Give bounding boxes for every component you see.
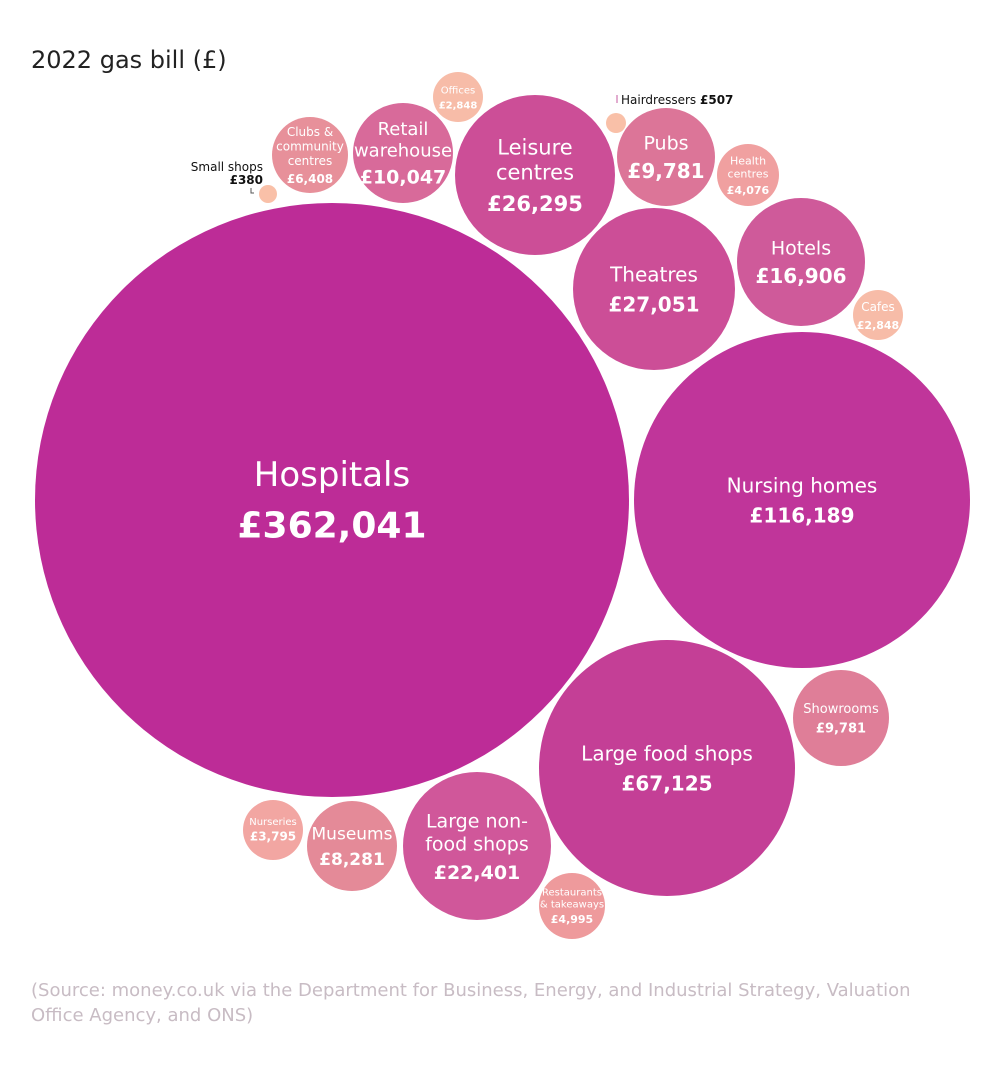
bubble-label: Museums bbox=[312, 825, 393, 845]
bubble-hospitals[interactable]: Hospitals £362,041 bbox=[35, 203, 629, 797]
bubble-label: centres bbox=[288, 154, 333, 168]
bubble-label: Theatres bbox=[609, 263, 698, 287]
bubble-value: £9,781 bbox=[816, 722, 866, 737]
bubble-circle[interactable] bbox=[433, 72, 483, 122]
bubble-circle[interactable] bbox=[243, 800, 303, 860]
bubble-label: Clubs & bbox=[287, 125, 333, 139]
bubble-circle[interactable] bbox=[307, 801, 397, 891]
bubble-nurseries[interactable]: Nurseries £3,795 bbox=[243, 800, 303, 860]
bubble-hotels[interactable]: Hotels £16,906 bbox=[737, 198, 865, 326]
bubble-value: £2,848 bbox=[439, 100, 478, 111]
bubble-label: Small shops bbox=[191, 160, 263, 174]
bubble-label: & takeaways bbox=[540, 900, 604, 911]
bubble-circle[interactable] bbox=[403, 772, 551, 920]
bubble-value: £22,401 bbox=[434, 862, 521, 884]
bubble-label: Retail bbox=[378, 119, 429, 140]
bubble-circle[interactable] bbox=[353, 103, 453, 203]
bubble-label: centres bbox=[728, 167, 769, 180]
bubble-circle[interactable] bbox=[573, 208, 735, 370]
bubble-label: Restaurants bbox=[542, 888, 602, 899]
bubble-hairdressers[interactable]: Hairdressers £507 bbox=[606, 93, 733, 133]
bubble-label: community bbox=[276, 140, 344, 154]
bubble-value: £8,281 bbox=[319, 850, 385, 870]
bubble-circle[interactable] bbox=[737, 198, 865, 326]
bubble-value: £6,408 bbox=[287, 172, 333, 186]
bubble-value: £3,795 bbox=[250, 830, 296, 844]
bubble-offices[interactable]: Offices £2,848 bbox=[433, 72, 483, 122]
bubble-label: Large food shops bbox=[581, 742, 753, 766]
bubble-label: Nurseries bbox=[249, 817, 297, 828]
bubble-label: Nursing homes bbox=[727, 474, 878, 498]
bubble-label: Hotels bbox=[771, 237, 831, 259]
bubble-label: Health bbox=[730, 154, 766, 167]
bubble-circle[interactable] bbox=[853, 290, 903, 340]
bubble-circle[interactable] bbox=[793, 670, 889, 766]
chart-title: 2022 gas bill (£) bbox=[31, 46, 227, 74]
leader-line bbox=[250, 188, 254, 194]
bubble-circle[interactable] bbox=[539, 873, 605, 939]
bubble-pubs[interactable]: Pubs £9,781 bbox=[617, 108, 715, 206]
bubble-label: food shops bbox=[425, 833, 529, 855]
bubble-circle[interactable] bbox=[259, 185, 277, 203]
bubble-value: £27,051 bbox=[608, 293, 699, 317]
bubble-value: £26,295 bbox=[487, 192, 583, 216]
bubble-value: £2,848 bbox=[857, 319, 899, 332]
bubble-value: £362,041 bbox=[237, 506, 426, 547]
bubble-value: £4,995 bbox=[551, 913, 593, 926]
bubble-label: centres bbox=[496, 161, 574, 185]
bubble-showrooms[interactable]: Showrooms £9,781 bbox=[793, 670, 889, 766]
bubble-value: £507 bbox=[700, 93, 733, 107]
bubble-value: £380 bbox=[230, 173, 263, 187]
bubble-large-non-food-shops[interactable]: Large non-food shops £22,401 bbox=[403, 772, 551, 920]
bubble-label: Leisure bbox=[497, 136, 572, 160]
bubble-cafes[interactable]: Cafes £2,848 bbox=[853, 290, 903, 340]
bubble-value: £10,047 bbox=[360, 167, 447, 189]
bubble-circle[interactable] bbox=[272, 117, 348, 193]
bubble-theatres[interactable]: Theatres £27,051 bbox=[573, 208, 735, 370]
bubble-nursing-homes[interactable]: Nursing homes £116,189 bbox=[634, 332, 970, 668]
bubble-label: Hospitals bbox=[254, 455, 410, 495]
bubble-restaurants-takeaways[interactable]: Restaurants& takeaways £4,995 bbox=[539, 873, 605, 939]
bubble-circle[interactable] bbox=[539, 640, 795, 896]
bubble-circle[interactable] bbox=[606, 113, 626, 133]
bubble-label: warehouse bbox=[354, 140, 452, 161]
bubble-label: Hairdressers £507 bbox=[621, 93, 733, 107]
bubble-circle[interactable] bbox=[634, 332, 970, 668]
bubble-circle[interactable] bbox=[455, 95, 615, 255]
bubble-circle[interactable] bbox=[617, 108, 715, 206]
bubble-value: £67,125 bbox=[621, 772, 712, 796]
bubble-label: Pubs bbox=[643, 132, 688, 154]
bubble-label: Cafes bbox=[861, 300, 895, 314]
bubble-label: Offices bbox=[441, 85, 475, 96]
bubble-value: £16,906 bbox=[755, 264, 846, 288]
bubble-circle[interactable] bbox=[35, 203, 629, 797]
source-note: (Source: money.co.uk via the Department … bbox=[31, 980, 911, 1026]
bubble-circle[interactable] bbox=[717, 144, 779, 206]
bubble-value: £4,076 bbox=[727, 184, 770, 197]
bubble-value: £9,781 bbox=[627, 159, 704, 183]
bubble-label: Showrooms bbox=[803, 702, 879, 717]
bubble-small-shops[interactable]: Small shops£380 bbox=[191, 160, 277, 203]
bubble-label: Large non- bbox=[426, 810, 528, 832]
bubble-large-food-shops[interactable]: Large food shops £67,125 bbox=[539, 640, 795, 896]
bubble-museums[interactable]: Museums £8,281 bbox=[307, 801, 397, 891]
bubble-value: £116,189 bbox=[749, 504, 854, 528]
